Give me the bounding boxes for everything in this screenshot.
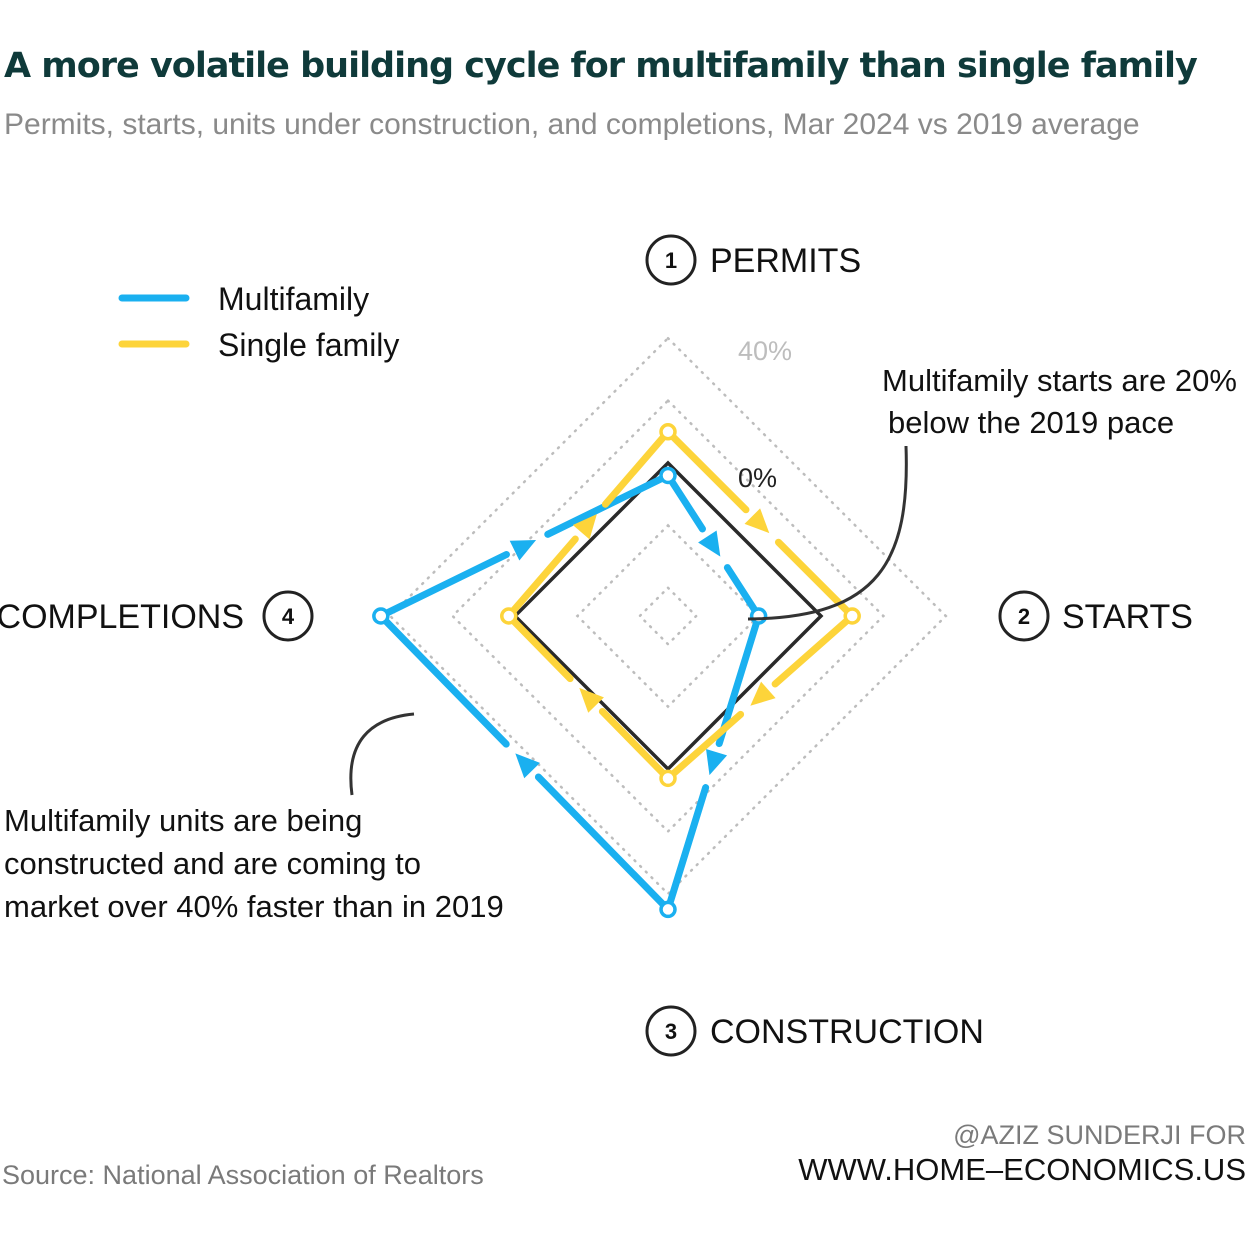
series-segment: [771, 612, 856, 688]
axis-number: 2: [1018, 604, 1030, 629]
series-segment: [534, 773, 672, 913]
series-point: [500, 607, 518, 625]
series-arrow: [698, 530, 721, 557]
series-segment: [723, 564, 763, 620]
series-segment: [377, 612, 510, 748]
series-segment: [601, 428, 672, 508]
series-segment: [598, 707, 672, 782]
grid-rings: [388, 336, 948, 896]
grid-ring: [388, 336, 948, 896]
baseline-zero: [512, 460, 824, 772]
axis-label-completions: COMPLETIONS: [0, 598, 244, 636]
axis-label-permits: PERMITS: [710, 242, 861, 280]
axis-number: 1: [665, 248, 677, 273]
axis-number-badge: [645, 1005, 697, 1057]
series-point: [659, 423, 677, 441]
series-segment: [664, 710, 745, 782]
grid-ring: [638, 586, 698, 646]
series-segment: [505, 612, 574, 683]
series-segment: [377, 551, 510, 620]
axis-number-badge: [645, 234, 697, 286]
legend-label-multifamily: Multifamily: [218, 281, 369, 317]
credit-line-1: @AZIZ SUNDERJI FOR: [953, 1120, 1246, 1150]
annotation-completions-line1: Multifamily units are being: [4, 803, 362, 838]
annotation-starts-line1: Multifamily starts are 20%: [882, 363, 1237, 398]
annotation-completions-leader: [349, 712, 415, 796]
series-point: [372, 607, 390, 625]
series-arrow: [706, 748, 728, 776]
series-segment: [664, 784, 710, 913]
grid-ring: [575, 523, 761, 709]
series-point: [749, 607, 768, 625]
axis-number: 3: [665, 1019, 677, 1044]
annotation-starts-line2: below the 2019 pace: [888, 405, 1174, 440]
annotation-completions-line3: market over 40% faster than in 2019: [4, 889, 504, 924]
series-segment: [715, 612, 763, 748]
series-lines: [372, 423, 861, 919]
ring-label: 40%: [738, 336, 792, 366]
series-point: [659, 769, 677, 788]
series-arrow: [509, 540, 537, 561]
series-point: [659, 900, 677, 919]
annotation-starts-leader: [747, 445, 908, 621]
axis-number: 4: [282, 604, 295, 629]
series-arrow: [579, 687, 604, 713]
annotation-completions: Multifamily units are being constructed …: [4, 712, 504, 924]
series-segment: [774, 538, 856, 620]
series-segment: [505, 535, 579, 620]
series-arrow: [750, 681, 776, 706]
ring-label: 0%: [738, 463, 777, 493]
series-arrow: [515, 753, 540, 779]
series-point: [843, 607, 861, 625]
axis-label-construction: CONSTRUCTION: [710, 1013, 984, 1051]
axis-labels: 0% 40% 1 PERMITS 2 STARTS 3 CONSTRUCTION 4 COMPLE…: [0, 234, 1193, 1057]
legend: Multifamily Single family: [118, 281, 399, 363]
series-segment: [664, 428, 750, 514]
axis-label-starts: STARTS: [1062, 598, 1193, 636]
annotation-completions-line2: constructed and are coming to: [4, 846, 421, 881]
legend-label-single-family: Single family: [218, 327, 399, 363]
source-note: Source: National Association of Realtors: [2, 1160, 484, 1190]
chart-title: A more volatile building cycle for multi…: [4, 46, 1198, 86]
chart-subtitle: Permits, starts, units under constructio…: [4, 108, 1140, 141]
axis-number-badge: [262, 590, 314, 642]
series-arrow: [744, 508, 770, 534]
axis-number-badge: [998, 590, 1050, 642]
series-arrow: [572, 514, 597, 540]
annotation-starts: Multifamily starts are 20% below the 201…: [747, 363, 1237, 621]
baseline-ring-0: [512, 460, 824, 772]
credit-line-2: WWW.HOME–ECONOMICS.US: [798, 1152, 1246, 1187]
series-segment: [664, 471, 706, 533]
series-point: [659, 466, 677, 485]
